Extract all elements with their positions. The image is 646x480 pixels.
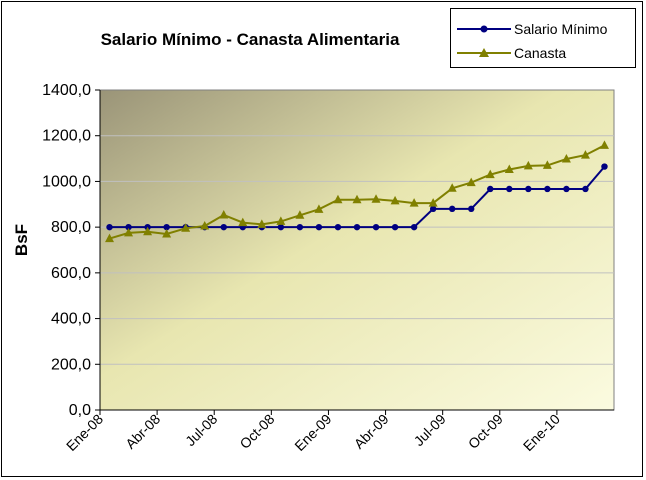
legend: Salario Mínimo Canasta xyxy=(450,8,636,68)
y-tick-label: 200,0 xyxy=(51,356,91,373)
data-point-salario xyxy=(353,223,361,231)
data-point-canasta xyxy=(314,204,324,213)
y-tick-label: 1400,0 xyxy=(42,82,91,99)
data-point-canasta xyxy=(580,150,590,159)
data-point-salario xyxy=(372,223,380,231)
data-point-canasta xyxy=(523,160,533,170)
data-point-salario xyxy=(468,205,475,213)
x-tick-label: Abr-08 xyxy=(122,411,163,452)
data-point-canasta xyxy=(409,198,419,207)
x-tick-label: Oct-09 xyxy=(465,411,506,452)
data-point-canasta xyxy=(295,210,305,219)
axes xyxy=(95,89,614,415)
data-point-salario xyxy=(448,205,456,213)
y-tick-label: 1000,0 xyxy=(42,173,91,190)
data-point-canasta xyxy=(124,227,134,237)
data-point-salario xyxy=(220,223,227,231)
data-point-canasta xyxy=(485,169,495,179)
legend-label-canasta: Canasta xyxy=(514,45,567,61)
data-point-salario xyxy=(410,223,418,231)
data-point-canasta xyxy=(428,198,438,207)
data-point-canasta xyxy=(504,164,514,174)
data-point-salario xyxy=(277,223,285,231)
data-point-canasta xyxy=(181,223,191,232)
y-tick-label: 1200,0 xyxy=(42,128,91,145)
data-point-canasta xyxy=(200,221,210,230)
y-tick-label: 600,0 xyxy=(51,265,91,282)
data-point-salario xyxy=(296,223,304,231)
series-group xyxy=(105,140,609,243)
data-point-canasta xyxy=(105,233,115,243)
data-point-salario xyxy=(163,223,170,231)
data-point-canasta xyxy=(352,194,362,204)
y-tick-label: 800,0 xyxy=(51,219,91,236)
legend-label-salario: Salario Mínimo xyxy=(514,21,608,37)
data-point-canasta xyxy=(276,216,286,225)
gridlines xyxy=(100,135,614,365)
y-tick-labels: 0,0 200,0 400,0 600,0 800,0 1000,0 1200,0 1400,… xyxy=(42,82,91,419)
plot-area xyxy=(99,89,615,411)
x-tick-label: Oct-08 xyxy=(236,411,277,452)
data-point-salario xyxy=(525,185,532,193)
data-point-canasta xyxy=(599,140,609,149)
y-axis-label: BsF xyxy=(12,223,31,257)
x-tick-label: Jul-08 xyxy=(182,411,220,449)
data-point-salario xyxy=(391,223,399,231)
legend-item-canasta: Canasta xyxy=(451,43,635,63)
x-tick-label: Ene-09 xyxy=(291,411,334,454)
data-point-canasta xyxy=(466,177,476,187)
legend-item-salario: Salario Mínimo xyxy=(451,19,635,39)
data-point-canasta xyxy=(162,229,172,238)
legend-marker-circle-icon xyxy=(457,25,511,33)
data-point-salario xyxy=(125,223,132,231)
data-point-salario xyxy=(334,223,342,231)
data-point-salario xyxy=(315,223,323,231)
data-point-canasta xyxy=(390,195,400,205)
data-point-salario xyxy=(544,185,551,193)
data-point-canasta xyxy=(561,154,571,163)
data-point-salario xyxy=(106,223,113,231)
chart-title: Salario Mínimo - Canasta Alimentaria xyxy=(100,30,400,49)
data-point-canasta xyxy=(257,219,267,228)
y-tick-label: 400,0 xyxy=(51,311,91,328)
data-point-salario xyxy=(601,163,608,170)
data-point-salario xyxy=(582,185,589,193)
data-point-canasta xyxy=(447,183,457,192)
data-point-salario xyxy=(563,185,570,193)
data-point-canasta xyxy=(333,194,343,204)
x-tick-label: Ene-10 xyxy=(520,411,563,454)
data-point-canasta xyxy=(143,226,153,236)
data-point-salario xyxy=(429,205,437,213)
data-point-canasta xyxy=(542,160,552,169)
data-point-salario xyxy=(506,185,513,193)
data-point-canasta xyxy=(371,194,381,203)
data-point-canasta xyxy=(219,210,229,219)
x-tick-label: Jul-09 xyxy=(411,411,449,449)
x-tick-labels: Ene-08 Abr-08 Jul-08 Oct-08 Ene-09 Abr-09 Jul-… xyxy=(63,411,563,454)
y-tick-label: 0,0 xyxy=(69,402,91,419)
legend-marker-triangle-icon xyxy=(457,48,511,57)
data-point-canasta xyxy=(238,217,248,227)
x-tick-label: Abr-09 xyxy=(351,411,392,452)
data-point-salario xyxy=(487,185,494,193)
